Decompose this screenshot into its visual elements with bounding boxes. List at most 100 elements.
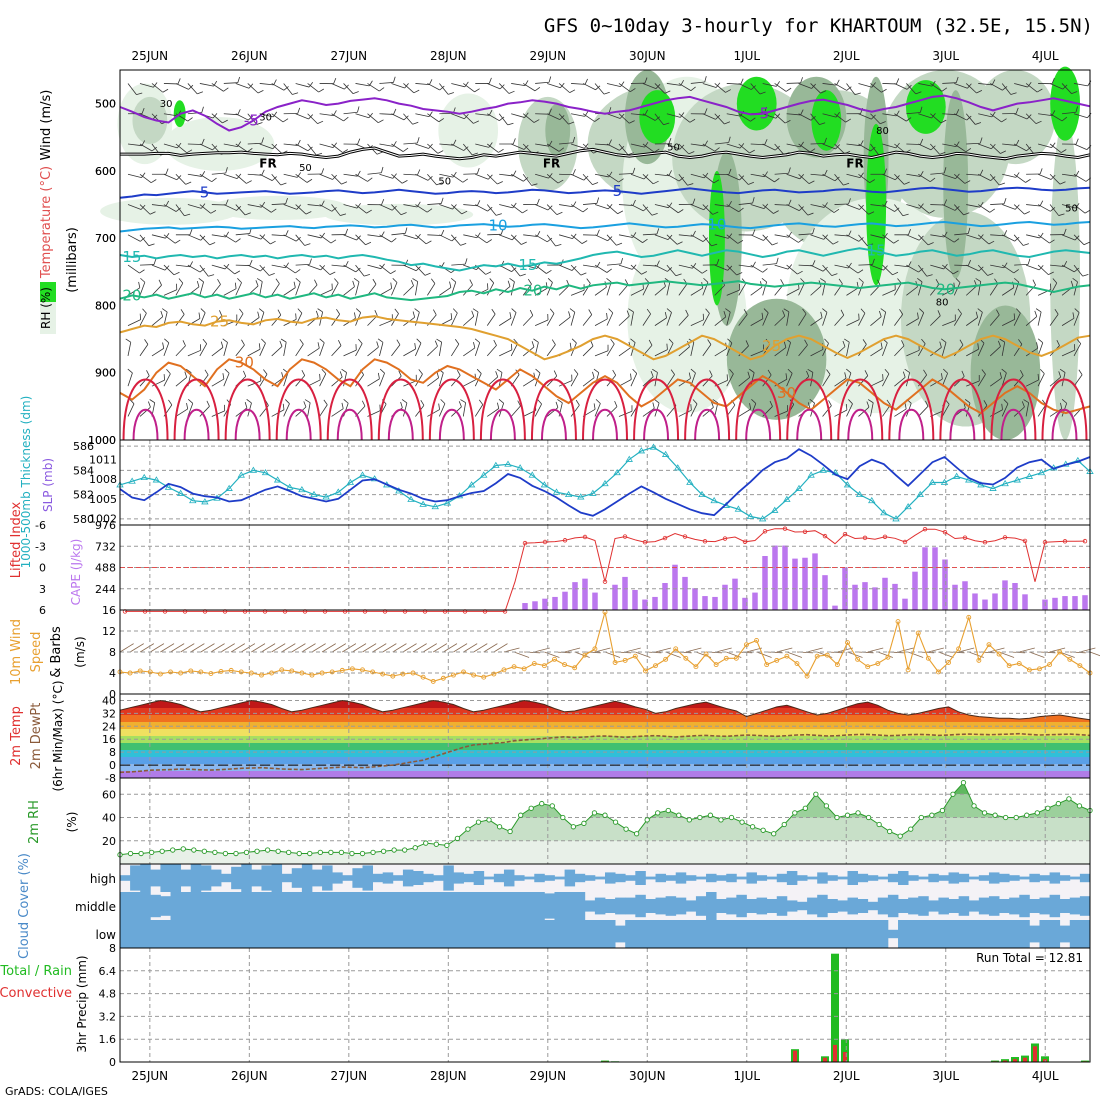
wind-barb [966, 234, 980, 240]
wind-barb-flag [478, 399, 484, 405]
thickness-point [892, 515, 900, 522]
wind10m-speed-point [552, 656, 557, 662]
wind10m-barb [503, 647, 520, 653]
wind-barb-flag [783, 341, 787, 348]
lifted-index-point [1082, 538, 1088, 544]
pressure-tick: 500 [95, 98, 116, 111]
ylabel-cape: CAPE (J/kg) [69, 539, 83, 606]
thickness-point [504, 460, 512, 467]
wind-barb-flag [716, 259, 720, 265]
wind10m-barb [483, 643, 498, 653]
wind-barb [319, 373, 327, 387]
wind-barb-flag [775, 113, 781, 119]
wind-barb [175, 376, 187, 387]
wind-barb [942, 234, 955, 243]
cloud-high-cell [695, 876, 707, 880]
wind-barb-flag [713, 179, 720, 184]
wind-barb-flag [835, 111, 840, 118]
wind-barb [415, 234, 427, 245]
wind-barb-flag [808, 180, 815, 184]
wind-barb [702, 204, 713, 215]
cloud-high-cell [352, 868, 363, 888]
cape-bar [762, 556, 768, 610]
wind-barb [535, 81, 550, 84]
rh2m-point [402, 847, 408, 853]
wind-barb-flag [690, 86, 696, 91]
wind-barb [558, 380, 573, 387]
wind-barb-flag [559, 115, 565, 120]
wind-barb [283, 143, 298, 146]
cloud-middle-cell [786, 900, 798, 912]
cloud-high-cell [574, 873, 586, 883]
wind10m-speed-point [390, 673, 396, 679]
wind-barb-flag [712, 399, 719, 404]
cloud-high-cell [261, 865, 272, 891]
wind-barb [499, 204, 513, 209]
wind-barb-flag [222, 338, 228, 343]
wind-barb [1001, 287, 1015, 296]
wind-barb [1073, 173, 1087, 182]
wind-barb-flag [222, 373, 225, 380]
rh2m-point [591, 810, 598, 816]
cloud-middle-cell [887, 894, 899, 918]
cloud-high-cell [392, 875, 404, 881]
wind-barb-flag [1039, 368, 1045, 374]
wind-barb [678, 264, 693, 269]
wind-barb-flag [1059, 181, 1066, 185]
wind-barb [271, 346, 283, 357]
wind-barb-flag [919, 203, 924, 209]
wind-barb [930, 113, 942, 124]
rh2m-point [813, 791, 819, 797]
cloud-middle-cell [311, 892, 323, 920]
wind-barb-flag [797, 270, 803, 275]
cloud-high-cell [281, 873, 293, 883]
wind10m-barb [928, 647, 944, 653]
wind-barb-flag [1058, 371, 1062, 378]
wind-barb [666, 312, 672, 326]
wind-barb-flag [284, 399, 290, 404]
cloud-high-cell [514, 875, 525, 881]
wind-barb-flag [219, 310, 223, 316]
wind10m-speed-point [885, 654, 891, 660]
wind-barb [582, 83, 596, 91]
wind10m-speed-point [1016, 661, 1022, 666]
wind10m-speed-point [289, 668, 295, 674]
isotherm-40 [1051, 408, 1078, 441]
wind-barb [259, 173, 273, 181]
wind-barb [714, 348, 727, 357]
rh2m-point [929, 812, 935, 818]
cloud-high-cell [150, 869, 161, 887]
wind-barb [367, 172, 382, 175]
wind-barb-flag [201, 138, 205, 145]
wind-barb-flag [812, 227, 815, 234]
overlay-lines [116, 94, 1094, 858]
wind-barb-flag [241, 339, 245, 346]
wind-barb-flag [1018, 339, 1023, 345]
wind-barb [858, 204, 869, 215]
wind-barb-flag [977, 308, 983, 313]
wind-barb-flag [834, 176, 840, 182]
wind-barb-flag [401, 399, 408, 404]
wind-barb [271, 314, 282, 326]
wind-barb-flag [263, 369, 268, 375]
wind-barb-flag [880, 342, 883, 349]
wind10m-speed-point [450, 672, 456, 678]
wind-barb-flag [723, 311, 727, 318]
thickness-tick: 584 [73, 464, 94, 477]
wind-barb-flag [606, 268, 612, 273]
thickness-point [431, 503, 439, 510]
rh-contour-label: 50 [438, 176, 451, 187]
wind10m-speed-point [733, 655, 739, 661]
wind10m-barb [1029, 651, 1045, 658]
wind-barb [702, 173, 715, 184]
panel-frame-prec [119, 947, 1091, 1063]
cloud-middle-cell [281, 892, 293, 920]
wind-barb [726, 204, 739, 213]
ylabel-wind: Wind (m/s) [39, 90, 54, 161]
thickness-point [152, 476, 161, 483]
wind10m-barb [190, 643, 205, 653]
wind-barb [163, 289, 177, 296]
wind-barb-flag [650, 370, 654, 377]
wind-barb [834, 377, 847, 387]
wind-barb [666, 374, 675, 387]
